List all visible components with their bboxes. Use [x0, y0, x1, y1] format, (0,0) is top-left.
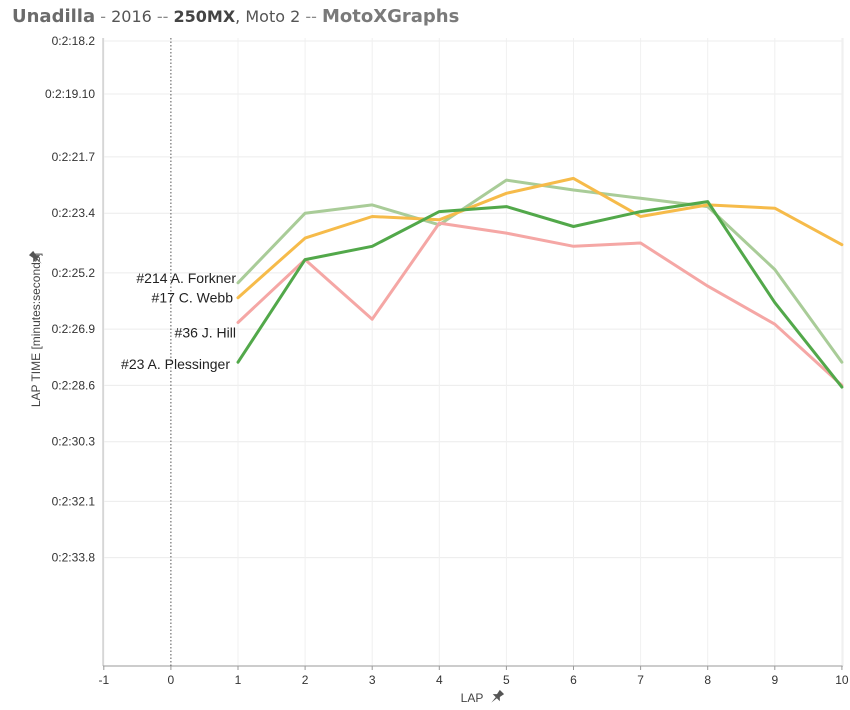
x-tick-label: -1 — [98, 673, 109, 687]
series-label: #23 A. Plessinger — [121, 356, 230, 372]
y-tick-label: 0:2:18.2 — [52, 34, 96, 48]
series-label: #36 J. Hill — [175, 325, 236, 341]
title-separator: -- — [151, 7, 174, 26]
title-comma: , — [235, 7, 246, 26]
series-line[interactable] — [236, 200, 844, 389]
y-tick-label: 0:2:23.4 — [52, 206, 96, 220]
title-class: 250MX — [173, 7, 236, 26]
title-venue: Unadilla — [12, 6, 96, 27]
y-tick-label: 0:2:28.6 — [52, 378, 96, 392]
x-tick-label: 10 — [835, 673, 849, 687]
title-separator: - — [95, 7, 112, 26]
y-tick-labels: 0:2:18.2 0:2:19.10 0:2:21.7 0:2:23.4 0:2:25.… — [45, 34, 95, 565]
x-axis-label: LAP — [461, 691, 484, 705]
y-tick-label: 0:2:30.3 — [52, 435, 96, 449]
x-tick-label: 4 — [436, 673, 443, 687]
y-tick-label: 0:2:33.8 — [52, 551, 96, 565]
x-tick-label: 6 — [570, 673, 577, 687]
title-separator: -- — [300, 7, 322, 26]
y-tick-label: 0:2:32.1 — [52, 494, 96, 508]
x-tick-label: 3 — [369, 673, 376, 687]
series-line[interactable] — [236, 221, 844, 387]
chart-title: Unadilla - 2016 -- 250MX, Moto 2 -- Moto… — [12, 6, 459, 27]
grid-lines — [103, 38, 843, 666]
series-label: #214 A. Forkner — [136, 270, 236, 286]
title-year: 2016 — [111, 7, 152, 26]
y-tick-label: 0:2:19.10 — [45, 87, 95, 101]
title-brand: MotoXGraphs — [321, 6, 460, 27]
series-lines[interactable] — [236, 176, 844, 389]
x-tick-label: 8 — [704, 673, 711, 687]
x-tick-label: 0 — [168, 673, 175, 687]
x-tick-label: 9 — [771, 673, 778, 687]
x-tick-label: 2 — [302, 673, 309, 687]
y-tick-label: 0:2:25.2 — [52, 266, 96, 280]
axes — [102, 38, 844, 670]
y-tick-label: 0:2:21.7 — [52, 150, 96, 164]
series-line[interactable] — [236, 176, 844, 300]
x-tick-label: 1 — [235, 673, 242, 687]
title-moto: Moto 2 — [245, 7, 301, 26]
x-tick-label: 5 — [503, 673, 510, 687]
y-axis-label: LAP TIME [minutes:seconds] — [29, 253, 43, 407]
x-tick-label: 7 — [637, 673, 644, 687]
x-tick-labels: -1 0 1 2 3 4 5 6 7 8 9 10 — [98, 673, 848, 687]
y-axis-pin-icon[interactable] — [28, 250, 46, 268]
x-axis-pin-icon[interactable] — [488, 689, 506, 707]
series-label: #17 C. Webb — [152, 290, 234, 306]
series-labels: #214 A. Forkner #17 C. Webb #36 J. Hill #23… — [121, 270, 236, 372]
y-tick-label: 0:2:26.9 — [52, 322, 96, 336]
